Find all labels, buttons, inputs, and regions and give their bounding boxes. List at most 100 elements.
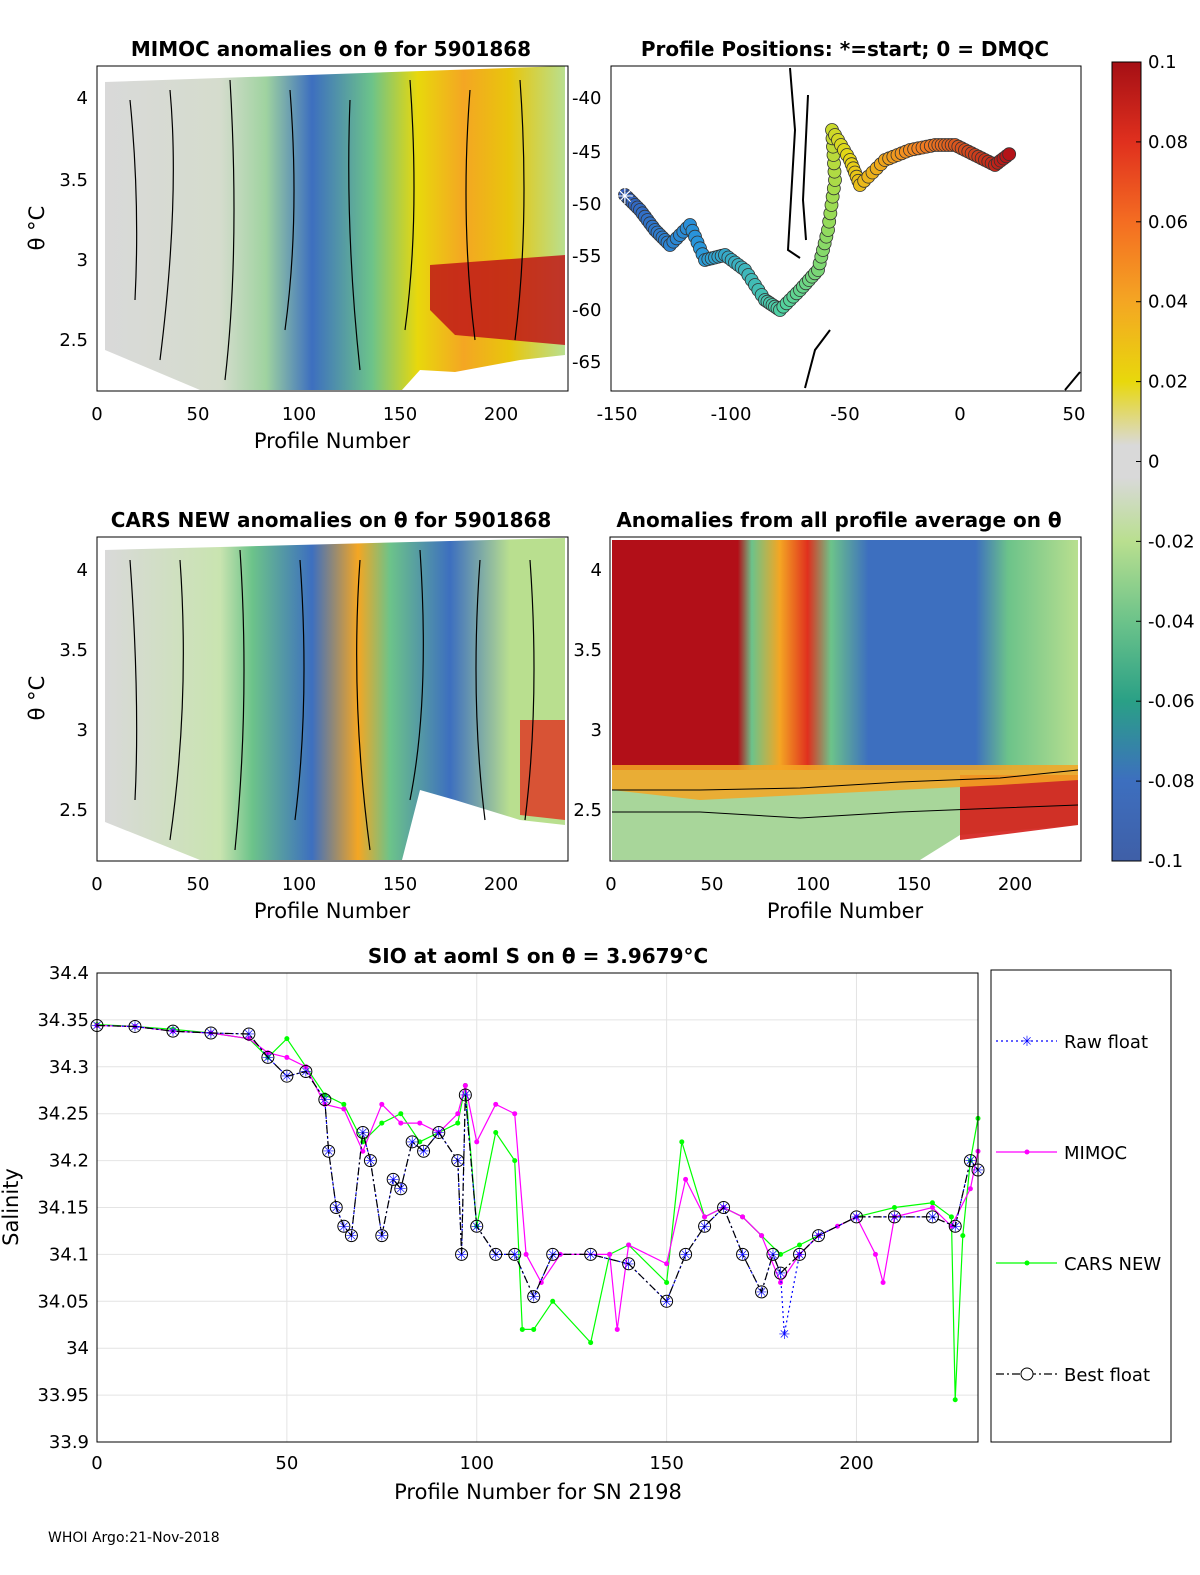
data-point: ✳ — [775, 1266, 787, 1282]
avg-title: Anomalies from all profile average on θ — [616, 508, 1061, 532]
cars-title: CARS NEW anomalies on θ for 5901868 — [111, 508, 552, 532]
avg-axes-frame — [609, 536, 1082, 862]
legend-items: ✳ Raw float MIMOC CARS NEW Best float — [996, 1032, 1161, 1386]
data-point: ✳ — [262, 1050, 274, 1066]
data-point — [329, 1201, 343, 1214]
data-point — [607, 1251, 613, 1257]
data-point — [474, 1139, 480, 1145]
data-point: ✳ — [949, 1219, 961, 1235]
legend-label: Raw float — [1064, 1032, 1148, 1053]
cars-panel: CARS NEW anomalies on θ for 5901868 4 3.… — [25, 508, 569, 923]
salinity-ytick: 34.1 — [49, 1244, 89, 1265]
cars-contours — [129, 549, 535, 851]
colorbar-tick-label: -0.02 — [1148, 531, 1195, 552]
footer-stamp: WHOI Argo:21-Nov-2018 — [48, 1530, 220, 1546]
data-point: ✳ — [851, 1210, 863, 1226]
data-point — [417, 1120, 423, 1126]
mimoc-heatmap — [105, 66, 565, 390]
salinity-ylabel: Salinity — [0, 1168, 23, 1246]
data-point — [891, 1205, 897, 1210]
float-track — [618, 123, 1017, 317]
data-point — [508, 1247, 522, 1261]
positions-panel: Profile Positions: *=start; 0 = DMQC ✳ -… — [572, 37, 1085, 425]
data-point — [929, 1205, 935, 1210]
data-point — [493, 1129, 499, 1135]
avg-ytick: 3 — [591, 720, 602, 741]
data-point — [702, 1214, 708, 1220]
data-point — [337, 1219, 351, 1233]
data-point — [128, 1019, 142, 1033]
colorbar-tick-label: 0.02 — [1148, 372, 1188, 393]
data-point: ✳ — [490, 1247, 502, 1263]
mimoc-axes-frame — [96, 65, 569, 392]
data-point — [614, 1326, 620, 1332]
data-point — [925, 1210, 939, 1224]
cars-ytick: 3.5 — [59, 640, 88, 661]
cars-ytick: 4 — [77, 560, 88, 581]
positions-ytick: -40 — [572, 88, 601, 109]
positions-ytick: -65 — [572, 352, 601, 373]
legend-label: Best float — [1064, 1365, 1150, 1386]
colorbar-tick-label: 0.04 — [1148, 292, 1188, 313]
data-point: ✳ — [281, 1069, 293, 1085]
positions-axes-frame — [610, 65, 1082, 392]
cars-ylabel: θ °C — [25, 676, 49, 721]
mimoc-title: MIMOC anomalies on θ for 5901868 — [131, 37, 531, 61]
cars-xlabel: Profile Number — [254, 899, 411, 923]
data-point — [929, 1200, 935, 1206]
data-point — [284, 1036, 290, 1042]
salinity-yticks: 34.4 34.35 34.3 34.25 34.2 34.15 34.1 34.05 34 33… — [37, 963, 89, 1453]
legend-item: ✳ Raw float — [996, 1032, 1148, 1053]
data-point — [242, 1027, 256, 1041]
data-point — [455, 1111, 461, 1117]
data-point: ✳ — [167, 1024, 179, 1040]
data-point: ✳ — [927, 1210, 939, 1226]
avg-xlabel: Profile Number — [767, 899, 924, 923]
data-point: ✳ — [813, 1229, 825, 1245]
cars-xtick: 100 — [282, 874, 316, 895]
mimoc-ytick: 4 — [77, 88, 88, 109]
data-point — [740, 1214, 746, 1220]
data-point: ✳ — [889, 1210, 901, 1226]
data-point — [527, 1290, 541, 1304]
positions-ytick: -45 — [572, 142, 601, 163]
mimoc-xtick: 100 — [282, 404, 316, 425]
data-point — [880, 1280, 886, 1286]
data-point — [360, 1148, 366, 1154]
salinity-xtick: 150 — [649, 1453, 683, 1474]
data-point — [759, 1233, 765, 1239]
cars-xticks: 0 50 100 150 200 — [91, 874, 518, 895]
cars-xtick: 50 — [187, 874, 210, 895]
positions-xtick: 50 — [1063, 404, 1086, 425]
cars-xtick: 200 — [484, 874, 518, 895]
data-point — [398, 1120, 404, 1126]
mimoc-ytick: 3 — [77, 250, 88, 271]
data-point: ✳ — [661, 1294, 673, 1310]
cars-axes-frame — [96, 536, 569, 862]
salinity-series: ✳ ✳ ✳ ✳ ✳✳✳ ✳✳✳✳✳✳✳✳✳✳✳✳✳✳✳✳✳✳✳ ✳✳✳ ✳✳✳✳✳✳✳✳✳✳✳… — [90, 1019, 985, 1403]
colorbar: 0.1 0.08 0.06 0.04 0.02 0 -0.02 -0.04 -0.06 -0.08… — [1111, 52, 1195, 872]
data-point — [318, 1093, 332, 1107]
cars-ytick: 3 — [77, 720, 88, 741]
legend-item: CARS NEW — [996, 1254, 1161, 1275]
salinity-xtick: 0 — [91, 1453, 102, 1474]
salinity-xlabel: Profile Number for SN 2198 — [394, 1480, 682, 1504]
data-point — [679, 1247, 693, 1261]
positions-ytick: -55 — [572, 246, 601, 267]
data-point — [166, 1024, 180, 1038]
data-point — [588, 1340, 594, 1346]
mimoc-xlabel: Profile Number — [254, 429, 411, 453]
data-point — [455, 1120, 461, 1126]
colorbar-tick-label: -0.08 — [1148, 771, 1195, 792]
data-point: ✳ — [794, 1247, 806, 1263]
mimoc-xtick: 50 — [187, 404, 210, 425]
data-point — [967, 1186, 973, 1192]
data-point: ✳ — [418, 1144, 430, 1160]
mimoc-xtick: 200 — [484, 404, 518, 425]
data-point — [284, 1054, 290, 1060]
colorbar-tick-label: -0.06 — [1148, 691, 1195, 712]
data-point — [386, 1172, 400, 1186]
data-point — [432, 1125, 446, 1139]
salinity-ytick: 34 — [66, 1338, 89, 1359]
